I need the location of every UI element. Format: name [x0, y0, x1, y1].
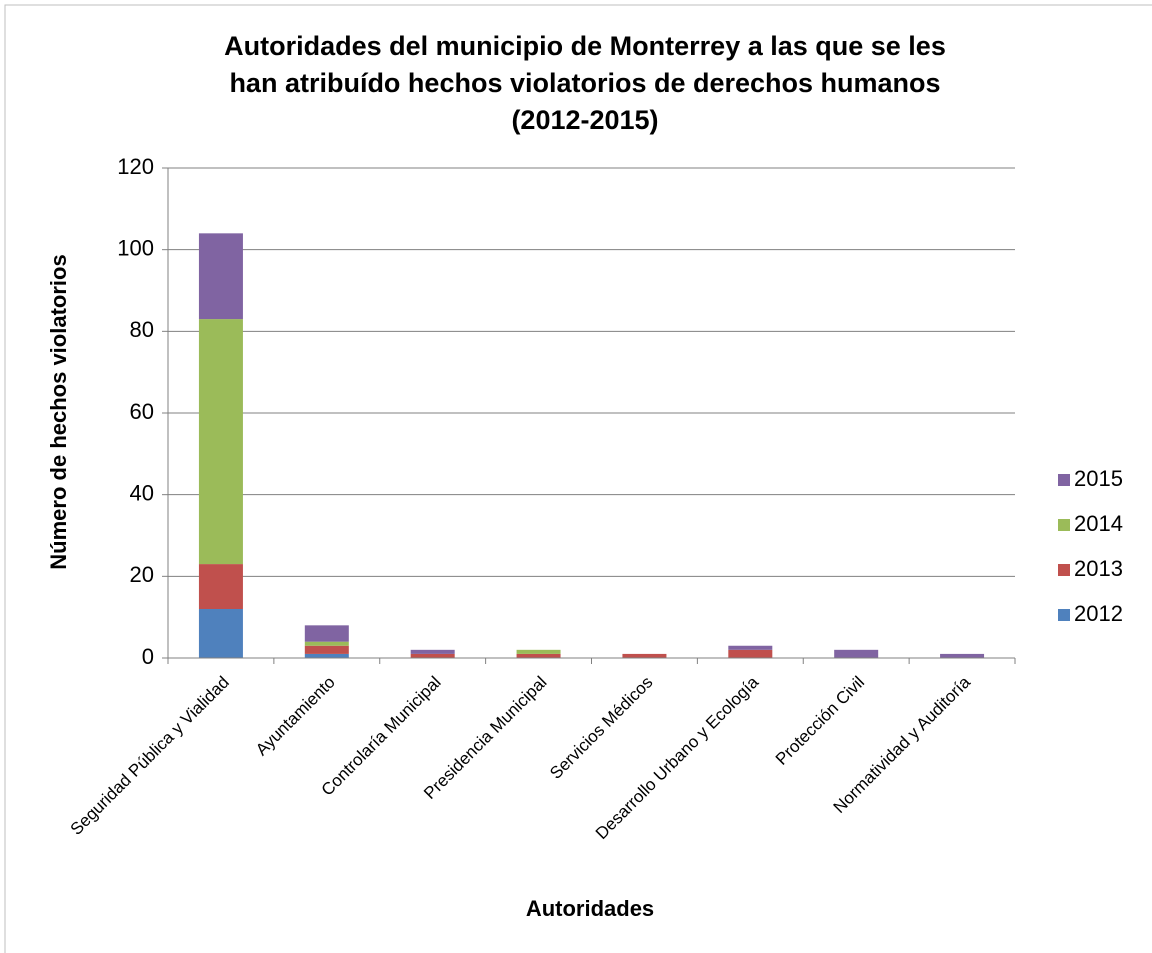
- x-tick-label: Seguridad Pública y Vialidad: [67, 673, 233, 839]
- y-tick-label: 20: [130, 562, 154, 587]
- chart-title: Autoridades del municipio de Monterrey a…: [224, 31, 946, 61]
- bar-segment: [304, 625, 349, 642]
- legend-label: 2013: [1074, 556, 1123, 581]
- legend-swatch: [1058, 609, 1070, 621]
- y-tick-label: 80: [130, 317, 154, 342]
- x-tick-label: Servicios Médicos: [546, 673, 656, 783]
- y-tick-label: 100: [117, 235, 154, 260]
- bar-segment: [728, 645, 773, 650]
- bar-segment: [198, 564, 243, 609]
- x-tick-label: Presidencia Municipal: [420, 673, 550, 803]
- bar-segment: [940, 653, 985, 658]
- bar-segment: [516, 653, 561, 658]
- legend-label: 2014: [1074, 511, 1123, 536]
- x-tick-label: Protección Civil: [772, 673, 868, 769]
- bar-segment: [728, 649, 773, 658]
- x-axis-label: Autoridades: [526, 896, 654, 921]
- bar-segment: [834, 649, 879, 658]
- bar-segment: [304, 653, 349, 658]
- y-tick-label: 40: [130, 480, 154, 505]
- bar-segment: [410, 649, 455, 654]
- bar-segment: [304, 641, 349, 646]
- bar-segment: [622, 653, 667, 658]
- bar-segment: [516, 649, 561, 654]
- y-tick-label: 120: [117, 154, 154, 179]
- y-tick-label: 0: [142, 644, 154, 669]
- legend-swatch: [1058, 564, 1070, 576]
- bar-segment: [198, 233, 243, 320]
- x-tick-label: Ayuntamiento: [252, 673, 339, 760]
- x-tick-label: Controlaría Municipal: [318, 673, 445, 800]
- y-axis-label: Número de hechos violatorios: [46, 254, 71, 569]
- chart-frame: [4, 4, 1152, 953]
- legend-swatch: [1058, 474, 1070, 486]
- bar-segment: [410, 653, 455, 658]
- y-tick-label: 60: [130, 399, 154, 424]
- legend-swatch: [1058, 519, 1070, 531]
- chart-title: (2012-2015): [511, 105, 658, 135]
- bar-segment: [198, 609, 243, 658]
- legend-label: 2012: [1074, 601, 1123, 626]
- bar-segment: [304, 645, 349, 654]
- chart-title: han atribuído hechos violatorios de dere…: [229, 68, 940, 98]
- bar-segment: [198, 319, 243, 565]
- legend-label: 2015: [1074, 466, 1123, 491]
